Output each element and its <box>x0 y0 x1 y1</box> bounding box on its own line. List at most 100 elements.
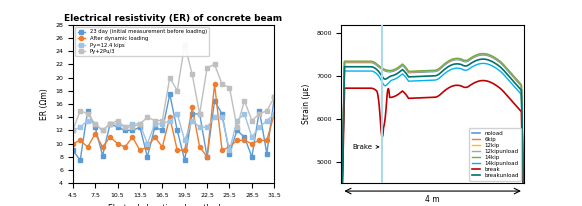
Py+2Pu/3 <box>91 123 98 125</box>
Py+2Pu/3 <box>107 123 113 125</box>
After dynamic loading <box>263 139 270 142</box>
After dynamic loading <box>219 149 226 152</box>
12kipunload <box>446 60 453 62</box>
Py+2Pu/3 <box>256 113 263 115</box>
Py+2Pu/3 <box>114 119 121 122</box>
break <box>339 202 346 205</box>
6kip <box>492 58 499 60</box>
Py+2Pu/3 <box>271 96 278 99</box>
14kipunload <box>492 67 499 69</box>
After dynamic loading <box>181 149 188 152</box>
Line: break: break <box>342 81 524 206</box>
23 day (initial measurement before loading) <box>226 152 233 155</box>
Text: 4 m: 4 m <box>425 195 440 204</box>
Line: 12kipunload: 12kipunload <box>342 54 524 206</box>
Py+2Pu/3 <box>226 86 233 89</box>
After dynamic loading <box>114 143 121 145</box>
12kip <box>339 186 346 189</box>
Line: breakunload: breakunload <box>342 59 524 206</box>
6kip <box>339 186 346 189</box>
After dynamic loading <box>129 136 136 138</box>
12kip <box>504 68 511 70</box>
23 day (initial measurement before loading) <box>211 99 218 102</box>
Legend: 23 day (initial measurement before loading), After dynamic loading, Py=12.4 kips: 23 day (initial measurement before loadi… <box>76 27 209 56</box>
noload <box>520 202 527 204</box>
23 day (initial measurement before loading) <box>159 129 166 132</box>
After dynamic loading <box>256 139 263 142</box>
After dynamic loading <box>241 139 248 142</box>
breakunload <box>449 63 456 66</box>
Py+2Pu/3 <box>241 99 248 102</box>
6kip <box>480 53 487 56</box>
Py=12.4 kips <box>249 136 255 138</box>
After dynamic loading <box>174 149 181 152</box>
Py=12.4 kips <box>271 113 278 115</box>
Py=12.4 kips <box>91 123 98 125</box>
23 day (initial measurement before loading) <box>77 159 84 162</box>
12kipunload <box>446 60 453 62</box>
14kip <box>449 58 456 60</box>
Py+2Pu/3 <box>263 109 270 112</box>
After dynamic loading <box>144 146 151 148</box>
Py+2Pu/3 <box>159 119 166 122</box>
Py+2Pu/3 <box>219 83 226 85</box>
Py+2Pu/3 <box>77 109 84 112</box>
breakunload <box>480 58 487 60</box>
14kip <box>339 186 346 188</box>
12kip <box>480 53 487 55</box>
Py+2Pu/3 <box>136 123 143 125</box>
Py=12.4 kips <box>166 119 173 122</box>
breakunload <box>339 189 346 192</box>
After dynamic loading <box>211 83 218 85</box>
23 day (initial measurement before loading) <box>69 149 76 152</box>
Line: 12kip: 12kip <box>342 54 524 206</box>
Py+2Pu/3 <box>181 43 188 46</box>
Legend: noload, 6kip, 12kip, 12kipunload, 14kip, 14kipunload, break, breakunload: noload, 6kip, 12kip, 12kipunload, 14kip,… <box>469 128 521 181</box>
After dynamic loading <box>91 132 98 135</box>
Py=12.4 kips <box>256 126 263 128</box>
Py+2Pu/3 <box>249 119 255 122</box>
14kip <box>504 68 511 70</box>
Py+2Pu/3 <box>189 73 196 76</box>
Py=12.4 kips <box>241 113 248 115</box>
Py+2Pu/3 <box>151 119 158 122</box>
12kipunload <box>492 57 499 60</box>
After dynamic loading <box>249 143 255 145</box>
14kipunload <box>449 68 456 70</box>
Py+2Pu/3 <box>174 90 181 92</box>
After dynamic loading <box>122 146 129 148</box>
Title: Electrical resistivity (ER) of concrete beam: Electrical resistivity (ER) of concrete … <box>65 14 283 22</box>
Line: 14kip: 14kip <box>342 54 524 206</box>
14kipunload <box>446 69 453 71</box>
Py=12.4 kips <box>129 123 136 125</box>
Py=12.4 kips <box>151 123 158 125</box>
Py=12.4 kips <box>181 139 188 142</box>
After dynamic loading <box>226 146 233 148</box>
23 day (initial measurement before loading) <box>99 154 106 157</box>
breakunload <box>492 62 499 65</box>
23 day (initial measurement before loading) <box>122 129 129 132</box>
noload <box>449 59 456 61</box>
break <box>446 86 453 89</box>
23 day (initial measurement before loading) <box>249 156 255 158</box>
23 day (initial measurement before loading) <box>91 126 98 128</box>
Py=12.4 kips <box>226 149 233 152</box>
12kip <box>520 201 527 204</box>
14kipunload <box>480 62 487 65</box>
Py=12.4 kips <box>174 113 181 115</box>
14kip <box>480 52 487 55</box>
breakunload <box>446 64 453 67</box>
After dynamic loading <box>69 143 76 145</box>
Line: 23 day (initial measurement before loading): 23 day (initial measurement before loadi… <box>70 92 276 162</box>
Py=12.4 kips <box>107 123 113 125</box>
6kip <box>520 201 527 204</box>
Py+2Pu/3 <box>99 129 106 132</box>
6kip <box>446 60 453 63</box>
Py=12.4 kips <box>159 123 166 125</box>
Py+2Pu/3 <box>211 63 218 66</box>
break <box>449 85 456 87</box>
After dynamic loading <box>77 139 84 142</box>
23 day (initial measurement before loading) <box>107 123 113 125</box>
23 day (initial measurement before loading) <box>263 152 270 155</box>
X-axis label: Electrode location along the beam: Electrode location along the beam <box>108 204 239 206</box>
